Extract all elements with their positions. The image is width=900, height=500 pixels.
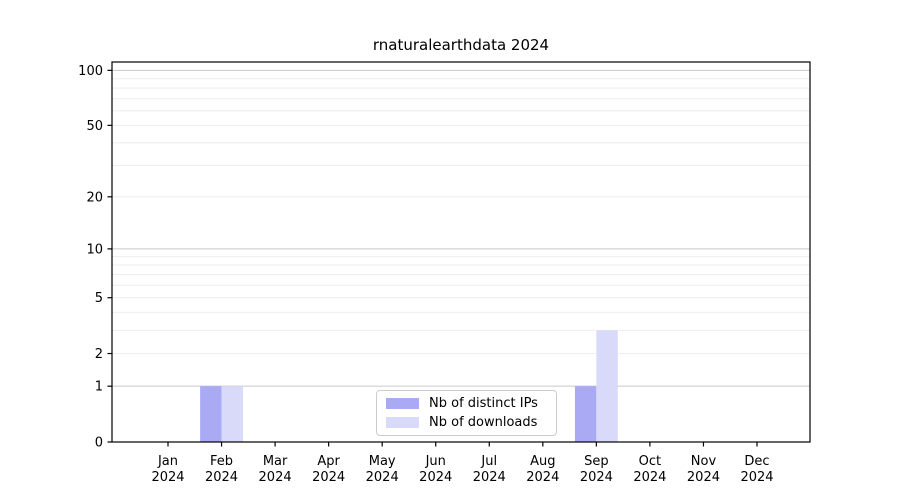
x-tick-label-year: 2024 [580,470,613,485]
x-tick-label-year: 2024 [740,470,773,485]
x-tick-label-year: 2024 [687,470,720,485]
x-tick-label-year: 2024 [473,470,506,485]
bar-downloads-feb [221,386,243,442]
legend-label-distinct-ips: Nb of distinct IPs [429,396,538,411]
legend-label-downloads: Nb of downloads [429,415,538,430]
x-tick-label-month: Nov [691,454,717,469]
x-tick-label-month: Jul [480,454,497,469]
bar-distinct-ips-feb [200,386,222,442]
x-tick-label-month: Apr [317,454,340,469]
bar-downloads-sep [596,330,618,442]
y-tick-label: 50 [86,119,103,134]
x-tick-label-year: 2024 [419,470,452,485]
y-tick-label: 0 [95,436,103,451]
x-tick-label-year: 2024 [366,470,399,485]
x-tick-label-year: 2024 [151,470,184,485]
x-tick-label-year: 2024 [259,470,292,485]
y-tick-label: 5 [95,291,103,306]
x-tick-label-month: May [369,454,396,469]
x-tick-label-month: Oct [639,454,661,469]
y-tick-label: 10 [86,242,103,257]
legend-item-distinct-ips: Nb of distinct IPs [386,396,556,411]
legend: Nb of distinct IPs Nb of downloads [376,390,557,436]
y-tick-label: 20 [86,190,103,205]
x-tick-label-month: Sep [584,454,609,469]
x-tick-label-month: Jun [425,454,446,469]
x-tick-label-year: 2024 [312,470,345,485]
legend-item-downloads: Nb of downloads [386,415,556,430]
x-tick-label-month: Aug [530,454,555,469]
x-tick-label-year: 2024 [205,470,238,485]
y-tick-label: 100 [78,64,103,79]
plot-border [111,61,811,443]
legend-swatch-downloads [386,417,419,428]
legend-swatch-distinct-ips [386,398,419,409]
x-tick-label-year: 2024 [633,470,666,485]
y-tick-label: 2 [95,347,103,362]
bar-distinct-ips-sep [574,386,597,442]
y-tick-label: 1 [95,380,103,395]
x-tick-label-month: Mar [263,454,288,469]
x-tick-label-month: Feb [210,454,233,469]
x-tick-label-year: 2024 [526,470,559,485]
chart-title: rnaturalearthdata 2024 [372,36,550,54]
x-tick-label-month: Jan [157,454,178,469]
x-tick-label-month: Dec [744,454,769,469]
